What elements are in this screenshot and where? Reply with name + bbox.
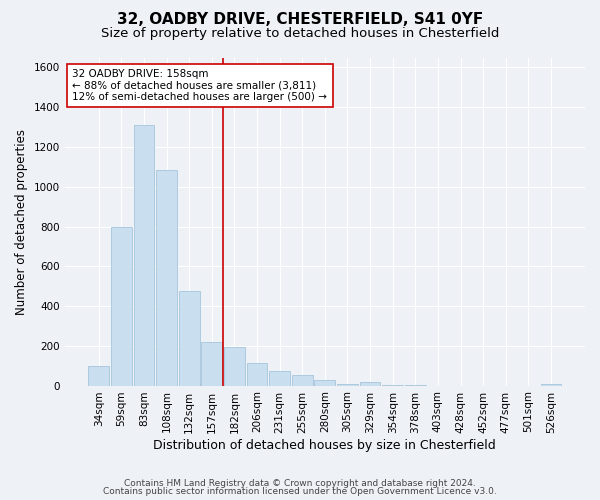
Bar bbox=[314, 380, 335, 386]
Bar bbox=[541, 384, 562, 386]
Bar bbox=[134, 125, 154, 386]
Bar bbox=[359, 382, 380, 386]
Bar bbox=[202, 342, 222, 386]
Bar bbox=[156, 170, 177, 386]
Bar bbox=[269, 370, 290, 386]
Text: Contains public sector information licensed under the Open Government Licence v3: Contains public sector information licen… bbox=[103, 487, 497, 496]
Text: 32, OADBY DRIVE, CHESTERFIELD, S41 0YF: 32, OADBY DRIVE, CHESTERFIELD, S41 0YF bbox=[117, 12, 483, 28]
Text: Size of property relative to detached houses in Chesterfield: Size of property relative to detached ho… bbox=[101, 28, 499, 40]
Bar bbox=[88, 366, 109, 386]
Bar bbox=[179, 291, 200, 386]
Y-axis label: Number of detached properties: Number of detached properties bbox=[15, 128, 28, 314]
Text: 32 OADBY DRIVE: 158sqm
← 88% of detached houses are smaller (3,811)
12% of semi-: 32 OADBY DRIVE: 158sqm ← 88% of detached… bbox=[73, 69, 328, 102]
Bar bbox=[111, 226, 132, 386]
Bar bbox=[337, 384, 358, 386]
X-axis label: Distribution of detached houses by size in Chesterfield: Distribution of detached houses by size … bbox=[154, 440, 496, 452]
Bar bbox=[224, 347, 245, 386]
Bar bbox=[292, 374, 313, 386]
Bar bbox=[382, 385, 403, 386]
Bar bbox=[247, 362, 268, 386]
Text: Contains HM Land Registry data © Crown copyright and database right 2024.: Contains HM Land Registry data © Crown c… bbox=[124, 478, 476, 488]
